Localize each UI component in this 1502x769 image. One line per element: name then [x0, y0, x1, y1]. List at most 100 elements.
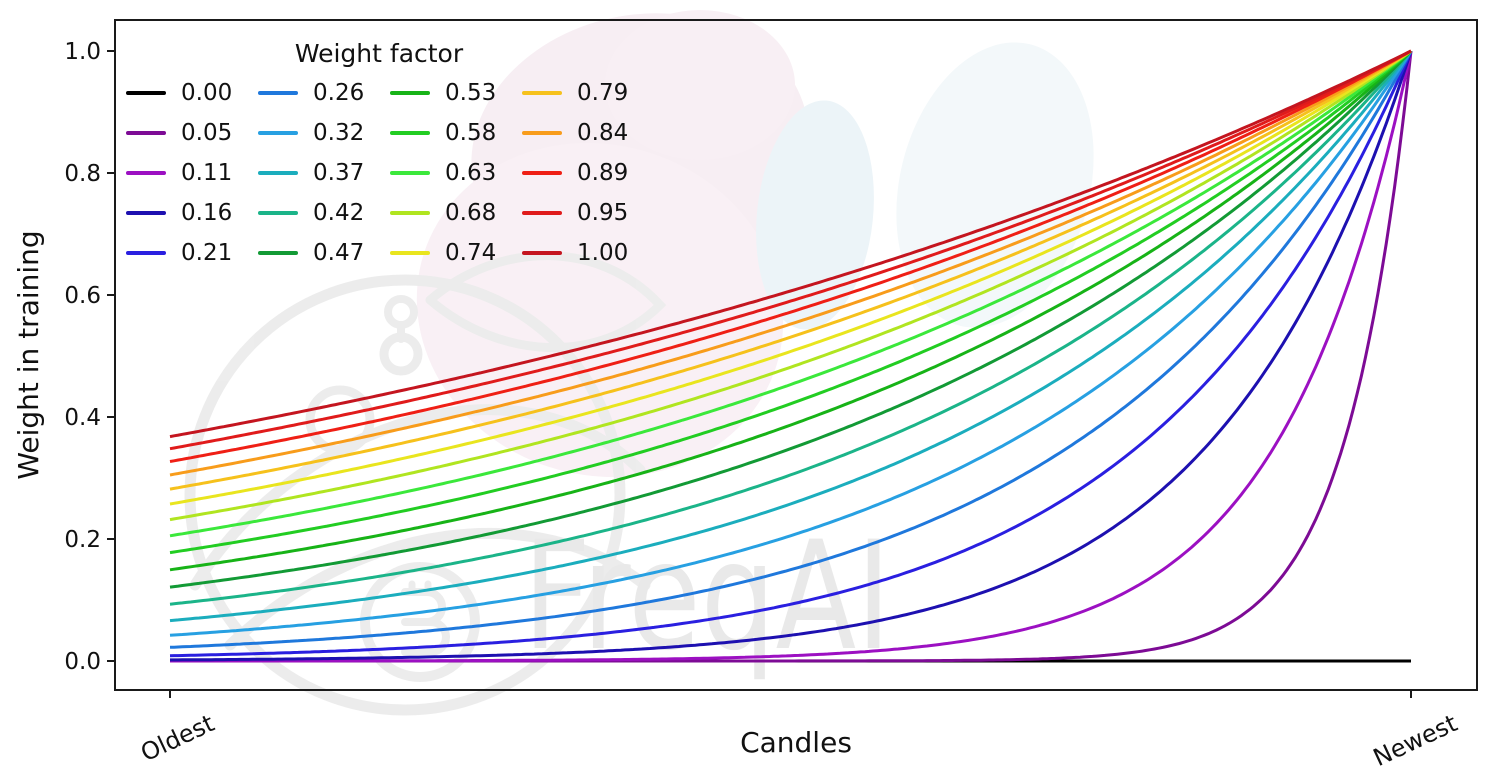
legend-swatch-icon [390, 171, 430, 175]
legend-item-label: 0.63 [445, 160, 497, 186]
series-line-0.16 [170, 50, 1413, 662]
curves [169, 49, 1413, 663]
legend-item: 0.63 [390, 153, 500, 193]
legend-item: 0.32 [258, 113, 368, 153]
legend-swatch-icon [258, 131, 298, 135]
legend-item-label: 0.26 [313, 80, 365, 106]
legend-item: 0.68 [390, 193, 500, 233]
y-tick-label: 1.0 [64, 39, 101, 65]
legend-column: 0.00 0.05 0.11 0.16 0.21 [126, 73, 236, 273]
legend-item: 0.42 [258, 193, 368, 233]
legend-item: 0.16 [126, 193, 236, 233]
legend-item: 0.26 [258, 73, 368, 113]
series-line-0.11 [170, 50, 1413, 663]
legend-swatch-icon [522, 251, 562, 255]
x-axis-label: Candles [740, 726, 852, 759]
legend-swatch-icon [390, 251, 430, 255]
legend-column: 0.26 0.32 0.37 0.42 0.47 [258, 73, 368, 273]
y-tick-label: 0.0 [64, 649, 101, 675]
legend-swatch-icon [390, 211, 430, 215]
legend: Weight factor 0.00 0.05 0.11 0.16 0.21 0.26 0.… [126, 40, 632, 273]
legend-item-label: 0.05 [181, 120, 233, 146]
legend-swatch-icon [258, 171, 298, 175]
legend-item-label: 0.21 [181, 240, 233, 266]
legend-swatch-icon [126, 211, 166, 215]
legend-title: Weight factor [294, 39, 464, 68]
legend-item-label: 0.53 [445, 80, 497, 106]
y-tick-label: 0.6 [64, 283, 101, 309]
series-line-0.37 [169, 50, 1413, 623]
series-line-0.95 [169, 49, 1412, 451]
legend-item-label: 0.37 [313, 160, 365, 186]
legend-item: 0.00 [126, 73, 236, 113]
legend-columns: 0.00 0.05 0.11 0.16 0.21 0.26 0.32 0.37 0.42 0.47… [126, 73, 632, 273]
legend-item-label: 0.11 [181, 160, 233, 186]
series-line-0.21 [169, 50, 1413, 658]
legend-item: 0.37 [258, 153, 368, 193]
legend-swatch-icon [522, 131, 562, 135]
legend-swatch-icon [126, 251, 166, 255]
legend-swatch-icon [126, 171, 166, 175]
legend-swatch-icon [522, 211, 562, 215]
legend-item: 0.11 [126, 153, 236, 193]
series-line-0.53 [169, 49, 1413, 572]
series-line-0.63 [169, 49, 1412, 538]
series-line-0.32 [169, 50, 1413, 637]
legend-swatch-icon [126, 91, 166, 95]
legend-item-label: 1.00 [577, 240, 629, 266]
legend-swatch-icon [258, 91, 298, 95]
legend-item-label: 0.16 [181, 200, 233, 226]
x-tick-label: Newest [1369, 709, 1462, 769]
series-line-0.84 [169, 49, 1412, 477]
series-line-0.68 [169, 49, 1412, 522]
legend-column: 0.79 0.84 0.89 0.95 1.00 [522, 73, 632, 273]
series-line-0.79 [169, 49, 1412, 491]
y-tick-label: 0.2 [64, 527, 101, 553]
legend-item: 0.89 [522, 153, 632, 193]
legend-item: 0.47 [258, 233, 368, 273]
y-axis-ticks: 0.0 0.2 0.4 0.6 0.8 1.0 [64, 39, 115, 675]
series-line-0.58 [169, 49, 1412, 555]
legend-item: 0.95 [522, 193, 632, 233]
series-line-0.74 [169, 49, 1412, 506]
legend-swatch-icon [522, 171, 562, 175]
legend-item-label: 0.74 [445, 240, 497, 266]
series-line-1.00 [169, 49, 1412, 439]
legend-item-label: 0.47 [313, 240, 365, 266]
legend-item: 0.53 [390, 73, 500, 113]
legend-item-label: 0.58 [445, 120, 497, 146]
legend-item-label: 0.00 [181, 80, 233, 106]
legend-item: 0.79 [522, 73, 632, 113]
legend-swatch-icon [390, 91, 430, 95]
legend-swatch-icon [522, 91, 562, 95]
legend-item-label: 0.32 [313, 120, 365, 146]
flower-petals-icon [416, 10, 1094, 478]
x-tick-label: Oldest [136, 709, 218, 767]
series-line-0.42 [169, 50, 1413, 606]
series-line-0.47 [169, 49, 1413, 589]
legend-swatch-icon [258, 251, 298, 255]
series-line-0.89 [169, 49, 1412, 463]
legend-column: 0.53 0.58 0.63 0.68 0.74 [390, 73, 500, 273]
legend-item: 0.58 [390, 113, 500, 153]
legend-swatch-icon [126, 131, 166, 135]
legend-item-label: 0.89 [577, 160, 629, 186]
legend-item-label: 0.95 [577, 200, 629, 226]
legend-item-label: 0.68 [445, 200, 497, 226]
y-tick-label: 0.4 [64, 405, 101, 431]
series-line-0.26 [169, 50, 1413, 649]
legend-item: 0.74 [390, 233, 500, 273]
legend-swatch-icon [258, 211, 298, 215]
legend-swatch-icon [390, 131, 430, 135]
axes-frame [114, 19, 1478, 691]
legend-item-label: 0.42 [313, 200, 365, 226]
y-axis-label: Weight in training [12, 230, 45, 479]
legend-item: 0.21 [126, 233, 236, 273]
legend-item-label: 0.79 [577, 80, 629, 106]
legend-item: 0.84 [522, 113, 632, 153]
legend-item: 0.05 [126, 113, 236, 153]
legend-item-label: 0.84 [577, 120, 629, 146]
y-tick-label: 0.8 [64, 161, 101, 187]
